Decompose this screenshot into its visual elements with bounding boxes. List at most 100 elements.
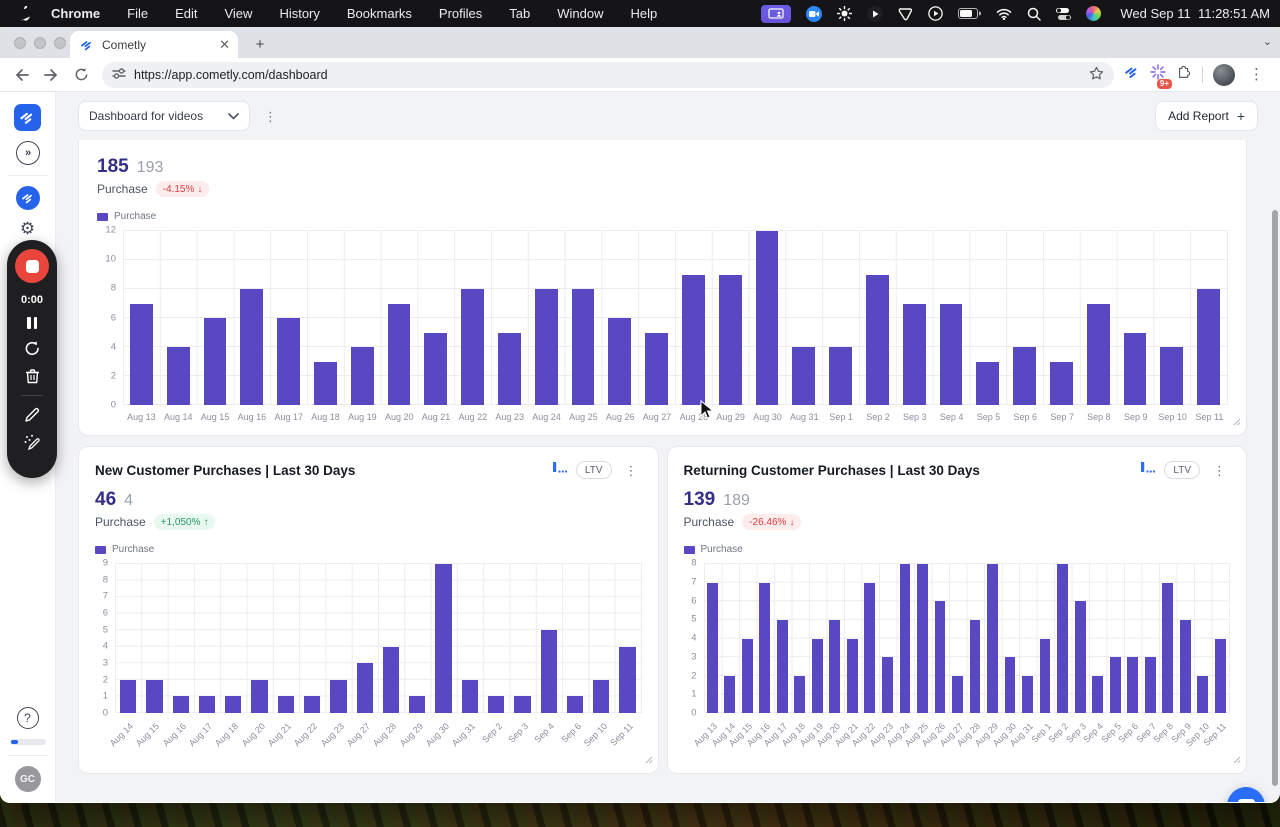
tab-search-chevron-icon[interactable]: ⌄: [1262, 36, 1272, 48]
close-window-button[interactable]: [14, 37, 26, 49]
browser-menu-icon[interactable]: ⋮: [1249, 66, 1264, 83]
user-avatar[interactable]: GC: [14, 766, 41, 792]
draw-pen-button[interactable]: [24, 407, 40, 423]
x-axis: Aug 13 Aug 14 Aug 15 Aug 16 Aug 17 Aug 18 Aug …: [692, 713, 1231, 767]
dashboard-main: Dashboard for videos ⋮ Add Report + 185 …: [56, 92, 1280, 802]
new-tab-button[interactable]: +: [255, 36, 265, 53]
browser-toolbar: https://app.cometly.com/dashboard 9+ ⋮: [0, 58, 1280, 92]
menu-items: Chrome File Edit View History Bookmarks Profil…: [51, 6, 657, 21]
y-tick-label: 2: [110, 370, 116, 382]
menu-item-view[interactable]: View: [224, 6, 253, 21]
menu-item-bookmarks[interactable]: Bookmarks: [346, 6, 412, 21]
apple-menu-icon[interactable]: [18, 6, 31, 21]
x-tick-label: Sep 4: [532, 721, 557, 745]
card-options-icon[interactable]: ⋮: [624, 462, 638, 478]
zoom-app-status-icon[interactable]: [806, 5, 823, 22]
menu-item-tab[interactable]: Tab: [509, 6, 531, 21]
bar-aug-17: [198, 696, 216, 713]
ltv-toggle-button[interactable]: LTV: [1164, 461, 1200, 479]
menu-bar-clock[interactable]: Wed Sep 11 11:28:51 AM: [1120, 6, 1270, 21]
x-axis: Aug 13 Aug 14 Aug 15 Aug 16 Aug 17 Aug 18 Aug …: [123, 405, 1228, 427]
spotlight-search-icon[interactable]: [1027, 7, 1042, 21]
dashboard-selector[interactable]: Dashboard for videos: [78, 101, 250, 131]
notification-extension-icon[interactable]: 9+: [1150, 64, 1172, 89]
extensions-puzzle-icon[interactable]: [1176, 64, 1192, 85]
menu-item-profiles[interactable]: Profiles: [438, 6, 483, 21]
pause-recording-button[interactable]: [27, 317, 37, 329]
restart-recording-button[interactable]: [24, 340, 41, 357]
address-bar[interactable]: https://app.cometly.com/dashboard: [102, 61, 1114, 88]
help-icon[interactable]: ?: [16, 707, 39, 729]
arrow-down-icon: ↓: [789, 516, 795, 528]
bar-aug-14: [724, 675, 736, 713]
page-scrollbar-thumb[interactable]: [1272, 210, 1278, 786]
card-resize-handle[interactable]: [644, 751, 653, 769]
browser-profile-avatar[interactable]: [1213, 63, 1235, 86]
x-tick-label: Aug 21: [421, 412, 451, 422]
collapse-sidebar-icon[interactable]: »: [15, 141, 40, 165]
bar-aug-25: [571, 289, 595, 405]
tab-close-icon[interactable]: ✕: [219, 36, 230, 52]
cometly-logo[interactable]: [14, 104, 41, 131]
bar-aug-27: [952, 675, 963, 713]
add-report-button[interactable]: Add Report +: [1155, 101, 1258, 131]
chart-type-icon[interactable]: [1140, 461, 1156, 479]
bar-aug-31: [461, 679, 478, 713]
menu-item-history[interactable]: History: [279, 6, 320, 21]
returning-customer-purchases-card: Returning Customer Purchases | Last 30 D…: [666, 446, 1247, 774]
comparison-metric-value: 193: [136, 159, 164, 176]
minimize-window-button[interactable]: [34, 37, 46, 49]
intercom-chat-button[interactable]: [1227, 787, 1265, 802]
record-play-status-icon[interactable]: [928, 6, 944, 21]
bar-aug-29: [987, 564, 998, 713]
x-tick-label: Aug 18: [311, 412, 340, 422]
control-center-icon[interactable]: [1056, 7, 1072, 20]
bar-sep-2: [865, 274, 889, 405]
settings-sun-status-icon[interactable]: [837, 6, 853, 21]
card-resize-handle[interactable]: [1232, 413, 1241, 431]
settings-gear-icon[interactable]: ⚙: [19, 219, 36, 238]
cometly-favicon: [81, 40, 91, 50]
zoom-window-button[interactable]: [54, 37, 66, 49]
shape-app-status-icon[interactable]: [898, 7, 913, 21]
change-badge: -4.15% ↓: [155, 181, 210, 197]
browser-window: Cometly ✕ + ⌄ https://app.cometly.com/da…: [0, 27, 1280, 803]
ltv-toggle-button[interactable]: LTV: [575, 461, 612, 479]
x-tick-label: Sep 2: [866, 412, 890, 422]
primary-metric-value: 46: [95, 489, 117, 510]
play-app-status-icon[interactable]: [867, 5, 884, 22]
bookmark-star-icon[interactable]: [1089, 66, 1104, 84]
chart-plot: [703, 563, 1230, 713]
browser-tab-cometly[interactable]: Cometly ✕: [70, 31, 238, 58]
card-options-icon[interactable]: ⋮: [1213, 462, 1226, 478]
screen-sharing-status-icon[interactable]: [761, 4, 792, 23]
cometly-extension-icon[interactable]: [1124, 64, 1140, 85]
chart-type-icon[interactable]: [552, 461, 567, 479]
color-wheel-status-icon[interactable]: [1086, 6, 1102, 21]
bar-sep-4: [540, 630, 557, 713]
menu-item-file[interactable]: File: [127, 6, 149, 21]
wifi-status-icon[interactable]: [996, 8, 1012, 20]
dashboard-options-icon[interactable]: ⋮: [264, 108, 277, 124]
back-button[interactable]: [8, 62, 34, 88]
chart-plot: [115, 563, 642, 713]
reload-button[interactable]: [68, 62, 94, 88]
url-text[interactable]: https://app.cometly.com/dashboard: [134, 67, 328, 82]
bar-aug-27: [645, 332, 668, 405]
bar-aug-22: [303, 696, 321, 713]
stop-recording-button[interactable]: [15, 249, 49, 283]
y-tick-label: 3: [691, 651, 697, 663]
menu-item-edit[interactable]: Edit: [175, 6, 198, 21]
effects-button[interactable]: [24, 434, 41, 450]
delete-recording-button[interactable]: [25, 368, 40, 384]
cometly-workspace-icon[interactable]: [15, 186, 40, 210]
menu-item-chrome[interactable]: Chrome: [51, 6, 101, 21]
y-tick-label: 1: [691, 688, 697, 700]
card-resize-handle[interactable]: [1232, 751, 1241, 769]
menu-item-window[interactable]: Window: [557, 6, 604, 21]
battery-status-icon[interactable]: [958, 8, 982, 19]
y-tick-label: 9: [102, 557, 108, 569]
menu-item-help[interactable]: Help: [630, 6, 658, 21]
forward-button[interactable]: [38, 62, 64, 88]
site-info-icon[interactable]: [112, 67, 126, 83]
